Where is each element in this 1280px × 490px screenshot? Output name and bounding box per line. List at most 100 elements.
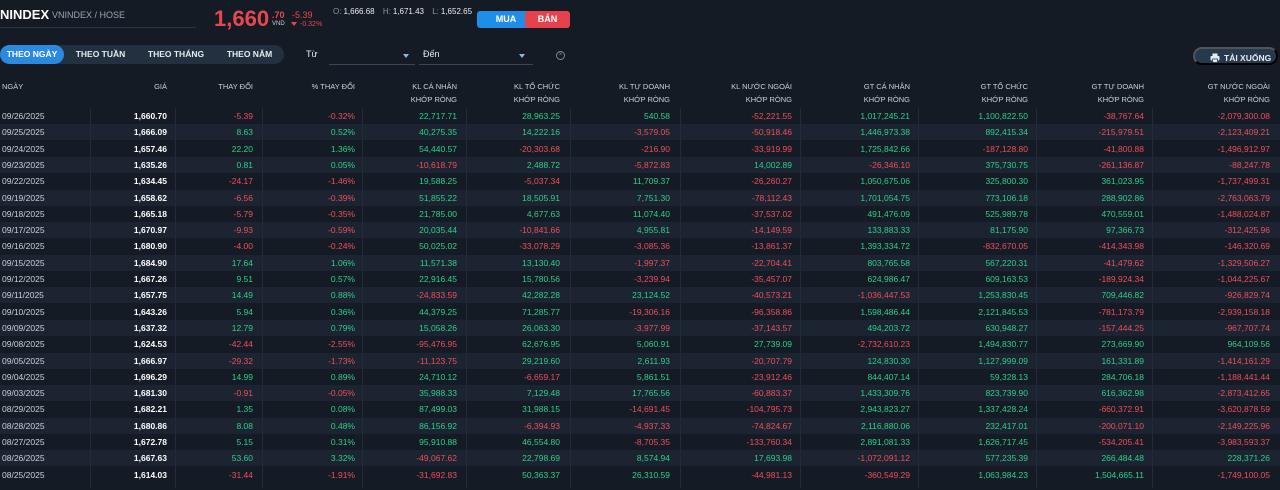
table-row[interactable]: 09/08/2025 1,624.53 -42.44 -2.55% -95,476.95… [0, 336, 1280, 352]
cell-kl-nuoc-ngoai: -20,707.79 [751, 355, 792, 366]
column-header-line: KL NƯỚC NGOÀI [731, 82, 792, 91]
table-row[interactable]: 09/15/2025 1,684.90 17.64 1.06% 11,571.38 13,… [0, 254, 1280, 271]
cell-gt-to-chuc: 823,739.90 [985, 388, 1028, 399]
table-row[interactable]: 09/25/2025 1,666.09 8.63 0.52% 40,275.35 14,2… [0, 124, 1280, 141]
tab-daily[interactable]: THEO NGÀY [0, 45, 64, 64]
cell-kl-ca-nhan: 40,275.35 [419, 127, 457, 138]
column-header-gt-tu-doanh[interactable]: GT TỰ DOANH KHỚP RÒNG [1092, 80, 1144, 106]
ohl-readout: O: 1,666.68 H: 1,671.43 L: 1,652.65 [333, 7, 478, 16]
table-row[interactable]: 08/26/2025 1,667.63 53.60 3.32% -49,067.62 22… [0, 450, 1280, 467]
column-header-line: GIÁ [154, 82, 167, 91]
column-header-change[interactable]: THAY ĐỔI [218, 80, 253, 93]
cell-kl-ca-nhan: 35,988.33 [419, 388, 457, 399]
cell-price: 1,637.32 [133, 322, 167, 333]
cell-gt-to-chuc: 1,337,428.24 [978, 404, 1028, 415]
column-header-kl-to-chuc[interactable]: KL TỔ CHỨC KHỚP RÒNG [514, 80, 560, 106]
ticker-box[interactable]: NINDEX VNINDEX / HOSE [0, 4, 196, 28]
table-row[interactable]: 09/03/2025 1,681.30 -0.91 -0.05% 35,988.33 7,… [0, 385, 1280, 402]
table-row[interactable]: 08/29/2025 1,682.21 1.35 0.08% 87,499.03 31,9… [0, 401, 1280, 417]
table-row[interactable]: 09/05/2025 1,666.97 -29.32 -1.73% -11,123.75… [0, 352, 1280, 369]
tab-weekly[interactable]: THEO TUẦN [75, 49, 126, 59]
table-row[interactable]: 09/04/2025 1,696.29 14.99 0.89% 24,710.12 -6,… [0, 369, 1280, 385]
buy-button[interactable]: MUA [477, 11, 535, 28]
to-date-select[interactable] [419, 45, 533, 65]
table-row[interactable]: 09/24/2025 1,657.46 22.20 1.36% 54,440.57 -20… [0, 141, 1280, 157]
table-row[interactable]: 09/23/2025 1,635.26 0.81 0.05% -10,618.79 2,4… [0, 156, 1280, 173]
table-row[interactable]: 09/18/2025 1,665.18 -5.79 -0.35% 21,785.00 4,… [0, 206, 1280, 222]
cell-price: 1,670.97 [133, 225, 167, 236]
cell-kl-ca-nhan: 44,379.25 [419, 306, 457, 317]
last-price-decimal: .70 [272, 10, 285, 20]
clear-icon[interactable]: × [556, 51, 565, 60]
column-header-line: KL TỔ CHỨC [514, 82, 560, 91]
table-row[interactable]: 09/12/2025 1,667.26 9.51 0.57% 22,916.45 15,7… [0, 271, 1280, 287]
table-row[interactable]: 09/17/2025 1,670.97 -9.93 -0.59% 20,035.44 -1… [0, 222, 1280, 239]
cell-gt-tu-doanh: -534,205.41 [1098, 437, 1144, 447]
column-header-gt-ca-nhan[interactable]: GT CÁ NHÂN KHỚP RÒNG [864, 80, 910, 106]
table-row[interactable]: 08/28/2025 1,680.86 8.08 0.48% 86,156.92 -6,3… [0, 417, 1280, 434]
table-row[interactable]: 09/09/2025 1,637.32 12.79 0.79% 15,058.26 26,… [0, 319, 1280, 336]
cell-gt-ca-nhan: 2,116,880.06 [861, 420, 910, 431]
cell-price: 1,657.46 [133, 143, 167, 154]
cell-pct: -0.39% [328, 192, 355, 203]
cell-kl-nuoc-ngoai: -14,149.59 [751, 225, 792, 236]
cell-gt-tu-doanh: 161,331.89 [1101, 355, 1144, 366]
column-header-kl-nuoc-ngoai[interactable]: KL NƯỚC NGOÀI KHỚP RÒNG [731, 80, 792, 106]
cell-gt-ca-nhan: 133,883.33 [867, 225, 910, 236]
cell-kl-ca-nhan: 51,855.22 [419, 192, 457, 203]
printer-icon [1210, 53, 1220, 63]
low-label: L: [432, 7, 439, 16]
table-row[interactable]: 08/27/2025 1,672.78 5.15 0.31% 95,910.88 46,5… [0, 434, 1280, 450]
cell-change: 8.63 [236, 127, 253, 138]
column-header-kl-ca-nhan[interactable]: KL CÁ NHÂN KHỚP RÒNG [411, 80, 457, 106]
cell-price: 1,696.29 [133, 371, 167, 382]
cell-date: 09/22/2025 [2, 176, 45, 187]
cell-date: 09/04/2025 [2, 371, 45, 382]
cell-kl-to-chuc: 26,063.30 [522, 322, 560, 333]
cell-price: 1,665.18 [133, 208, 167, 219]
column-header-line: GT TỰ DOANH [1091, 82, 1144, 91]
cell-kl-ca-nhan: 15,058.26 [419, 322, 457, 333]
open-label: O: [333, 7, 342, 16]
cell-gt-ca-nhan: 1,050,675.06 [860, 176, 910, 187]
table-row[interactable]: 09/10/2025 1,643.26 5.94 0.36% 44,379.25 71,2… [0, 304, 1280, 320]
table-row[interactable]: 09/22/2025 1,634.45 -24.17 -1.46% 19,588.25 -… [0, 173, 1280, 189]
cell-pct: 0.52% [330, 127, 355, 138]
cell-gt-ca-nhan: 1,701,054.75 [860, 192, 910, 203]
column-header-gt-nuoc-ngoai[interactable]: GT NƯỚC NGOÀI KHỚP RÒNG [1208, 80, 1270, 106]
column-header-line: KHỚP RÒNG [410, 95, 457, 104]
cell-kl-nuoc-ngoai: -52,221.55 [751, 111, 792, 121]
cell-gt-nuoc-ngoai: -1,737,499.31 [1217, 176, 1270, 187]
cell-kl-tu-doanh: 11,074.40 [632, 208, 670, 219]
column-header-date[interactable]: NGÀY [2, 80, 23, 93]
cell-change: 0.81 [236, 159, 253, 170]
column-header-price[interactable]: GIÁ [154, 80, 167, 93]
column-header-line: KHỚP RÒNG [513, 95, 560, 104]
cell-gt-tu-doanh: -660,372.91 [1098, 404, 1144, 415]
tab-yearly[interactable]: THEO NĂM [226, 49, 273, 59]
table-row[interactable]: 08/25/2025 1,614.03 -31.44 -1.91% -31,692.83… [0, 467, 1280, 483]
column-divider [362, 108, 363, 488]
cell-pct: 0.89% [330, 371, 355, 382]
download-label: TẢI XUỐNG [1224, 53, 1272, 63]
tab-monthly[interactable]: THEO THÁNG [147, 49, 205, 59]
column-header-kl-tu-doanh[interactable]: KL TỰ DOANH KHỚP RÒNG [619, 80, 670, 106]
cell-kl-to-chuc: -6,394.93 [524, 420, 560, 431]
table-row[interactable]: 09/26/2025 1,660.70 -5.39 -0.32% 22,717.71 28… [0, 108, 1280, 124]
cell-kl-nuoc-ngoai: 17,693.98 [754, 453, 792, 464]
table-row[interactable]: 09/16/2025 1,680.90 -4.00 -0.24% 50,025.02 -3… [0, 238, 1280, 254]
cell-kl-tu-doanh: 5,861.51 [636, 371, 670, 382]
cell-kl-tu-doanh: -8,705.35 [634, 437, 670, 447]
cell-change: -4.00 [233, 241, 253, 252]
table-row[interactable]: 09/19/2025 1,658.62 -6.56 -0.39% 51,855.22 18… [0, 189, 1280, 206]
cell-kl-ca-nhan: -11,123.75 [416, 355, 457, 366]
cell-kl-tu-doanh: 26,310.59 [632, 469, 670, 480]
column-header-pct[interactable]: % THAY ĐỔI [312, 80, 355, 93]
sell-button[interactable]: BÁN [525, 11, 570, 28]
download-button[interactable]: TẢI XUỐNG [1193, 47, 1278, 65]
from-date-select[interactable] [329, 45, 415, 65]
column-header-gt-to-chuc[interactable]: GT TỔ CHỨC KHỚP RÒNG [981, 80, 1028, 106]
column-divider [800, 108, 801, 488]
cell-kl-tu-doanh: -19,306.16 [629, 306, 670, 317]
table-row[interactable]: 09/11/2025 1,657.75 14.49 0.88% -24,833.59 42… [0, 287, 1280, 304]
